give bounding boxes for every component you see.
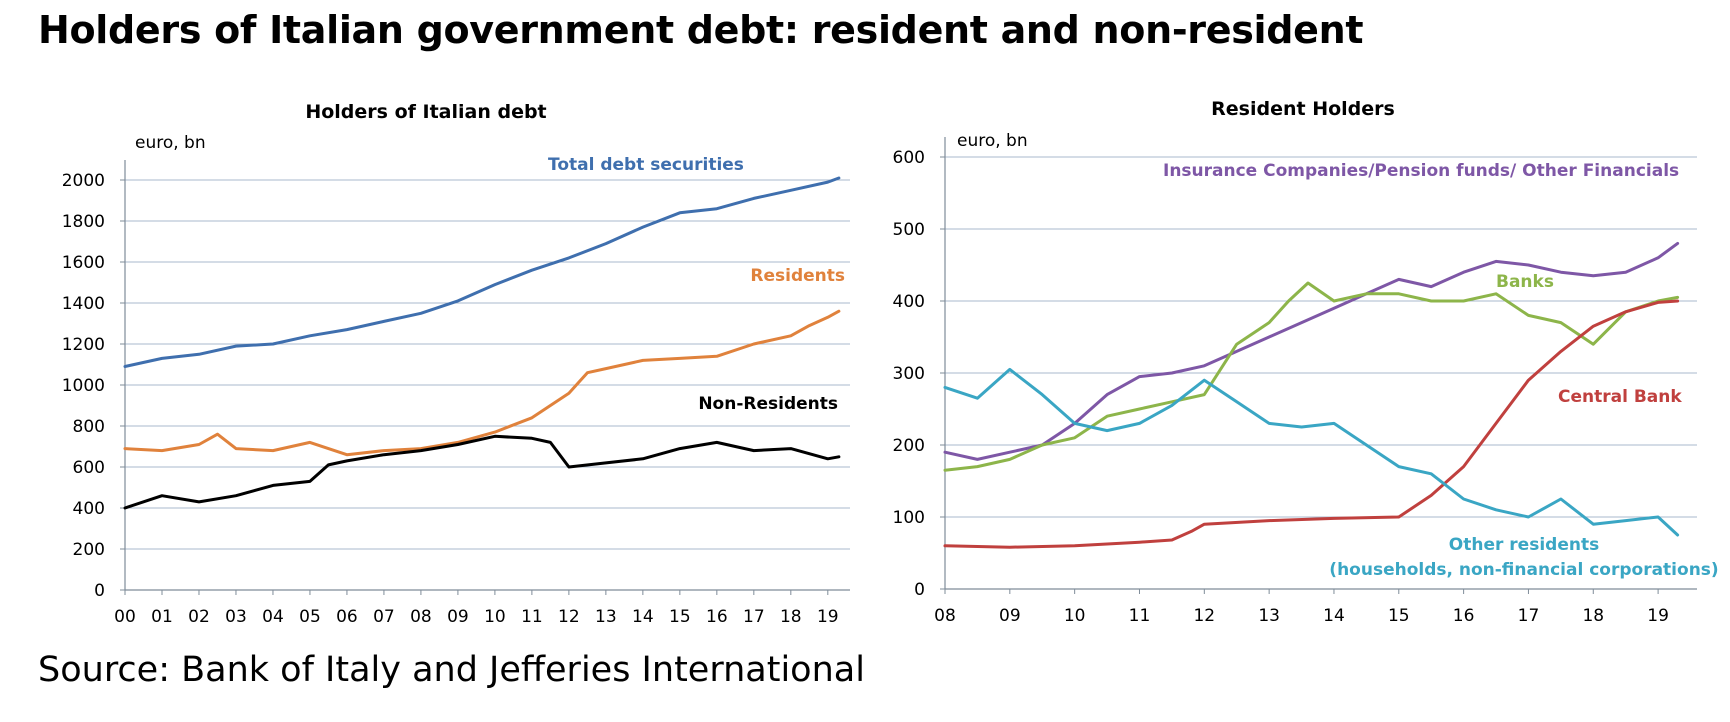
x-tick-label: 11 xyxy=(521,607,543,627)
series-line-non-residents xyxy=(123,434,841,510)
x-tick-label: 12 xyxy=(558,607,580,627)
y-axis-unit-label: euro, bn xyxy=(957,131,1028,151)
chart-title: Holders of Italian debt xyxy=(305,101,546,123)
x-tick-label: 05 xyxy=(299,607,321,627)
y-tick-label: 1000 xyxy=(62,376,105,396)
y-tick-label: 0 xyxy=(914,580,925,600)
y-tick-label: 400 xyxy=(893,292,925,312)
x-tick-label: 10 xyxy=(1064,606,1086,626)
x-tick-label: 17 xyxy=(743,607,765,627)
y-tick-label: 300 xyxy=(893,364,925,384)
y-tick-label: 1200 xyxy=(62,335,105,355)
series-label-residents: Residents xyxy=(750,266,845,286)
y-axis-unit-label: euro, bn xyxy=(135,133,206,153)
x-tick-label: 09 xyxy=(999,606,1021,626)
x-tick-label: 04 xyxy=(262,607,284,627)
chart-2: Resident Holders euro, bn 0 100 200 300 400 500… xyxy=(893,98,1719,626)
x-tick-label: 15 xyxy=(669,607,691,627)
x-tick-label: 17 xyxy=(1518,606,1540,626)
y-tick-label: 500 xyxy=(893,220,925,240)
x-tick-label: 12 xyxy=(1193,606,1215,626)
series-label-insurance: Insurance Companies/Pension funds/ Other… xyxy=(1163,161,1679,181)
series-line-central-bank xyxy=(943,299,1680,549)
series-line-residents xyxy=(123,309,841,457)
series-label-banks: Banks xyxy=(1496,272,1554,292)
x-tick-label: 08 xyxy=(934,606,956,626)
x-tick-label: 16 xyxy=(706,607,728,627)
y-tick-label: 1600 xyxy=(62,253,105,273)
series-line-total xyxy=(123,176,841,368)
series-label-other-line2: (households, non-financial corporations) xyxy=(1329,560,1718,580)
series-label-non-residents: Non-Residents xyxy=(698,394,838,414)
x-tick-label: 13 xyxy=(1258,606,1280,626)
x-tick-label: 11 xyxy=(1129,606,1151,626)
series-line-banks xyxy=(943,281,1680,472)
source-note: Source: Bank of Italy and Jefferies Inte… xyxy=(38,650,865,690)
series-label-other: Other residents xyxy=(1449,535,1599,555)
x-tick-label: 18 xyxy=(1582,606,1604,626)
x-tick-label: 19 xyxy=(817,607,839,627)
x-tick-label: 15 xyxy=(1388,606,1410,626)
x-tick-label: 18 xyxy=(780,607,802,627)
y-tick-label: 2000 xyxy=(62,171,105,191)
x-tick-label: 06 xyxy=(336,607,358,627)
chart-title: Resident Holders xyxy=(1211,98,1395,120)
y-tick-label: 100 xyxy=(893,508,925,528)
x-tick-label: 14 xyxy=(632,607,654,627)
y-tick-label: 200 xyxy=(893,436,925,456)
series-label-total: Total debt securities xyxy=(548,155,744,175)
y-tick-label: 600 xyxy=(893,148,925,168)
x-tick-label: 08 xyxy=(410,607,432,627)
x-tick-label: 09 xyxy=(447,607,469,627)
series-line-insurance xyxy=(943,241,1680,461)
x-tick-label: 03 xyxy=(225,607,247,627)
x-tick-label: 19 xyxy=(1647,606,1669,626)
x-tick-label: 14 xyxy=(1323,606,1345,626)
y-tick-label: 1800 xyxy=(62,212,105,232)
series-label-central-bank: Central Bank xyxy=(1558,387,1682,407)
y-tick-label: 800 xyxy=(73,417,105,437)
y-tick-label: 200 xyxy=(73,540,105,560)
x-tick-label: 01 xyxy=(151,607,173,627)
x-tick-label: 10 xyxy=(484,607,506,627)
x-tick-label: 02 xyxy=(188,607,210,627)
x-tick-label: 07 xyxy=(373,607,395,627)
x-tick-label: 16 xyxy=(1453,606,1475,626)
y-tick-label: 1400 xyxy=(62,294,105,314)
y-tick-label: 400 xyxy=(73,499,105,519)
x-tick-label: 13 xyxy=(595,607,617,627)
series-line-other xyxy=(943,367,1680,537)
y-tick-label: 0 xyxy=(94,581,105,601)
x-tick-label: 00 xyxy=(114,607,136,627)
y-tick-label: 600 xyxy=(73,458,105,478)
page-title: Holders of Italian government debt: resi… xyxy=(38,8,1364,52)
